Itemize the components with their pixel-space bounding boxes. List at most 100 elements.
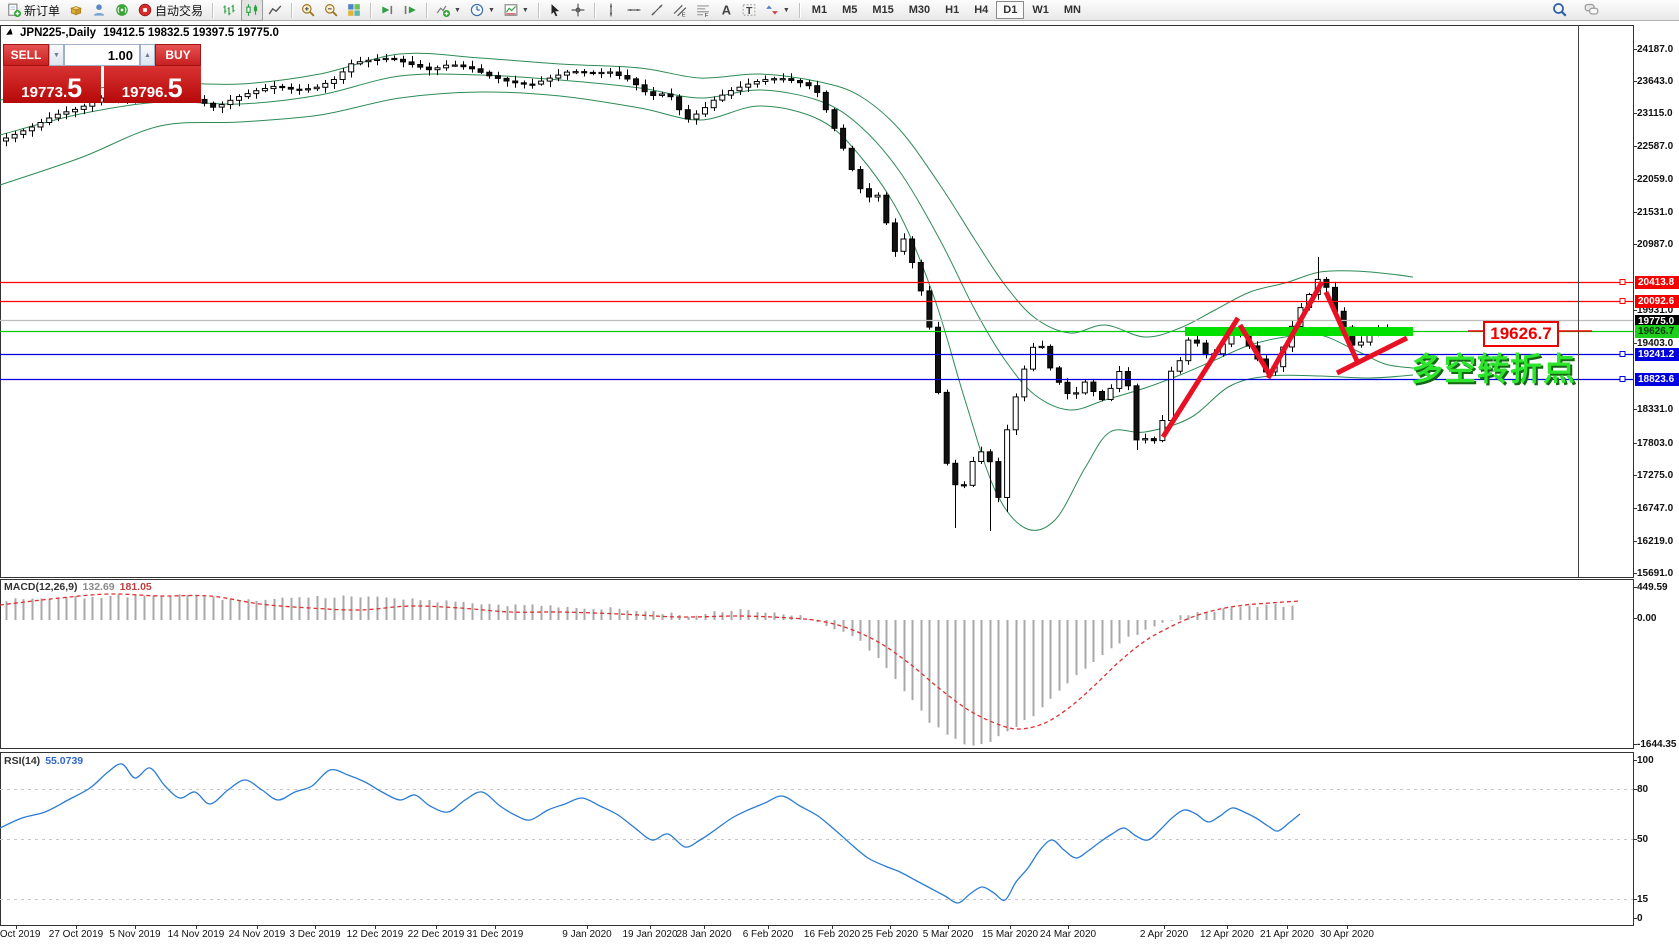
timeframe-h1[interactable]: H1 <box>945 4 960 16</box>
periods-button[interactable]: ▼ <box>466 0 499 21</box>
price-axis-tick: 24187.0 <box>1637 44 1674 55</box>
date-axis-label: 12 Dec 2019 <box>346 929 404 940</box>
macd-axis-tick: -1644.35 <box>1637 739 1677 750</box>
trend-arrow[interactable] <box>1237 323 1274 380</box>
dropdown-arrow-icon[interactable]: ▼ <box>782 6 790 14</box>
sell-price-pip: 5 <box>67 73 83 104</box>
price-axis-tick: 16747.0 <box>1637 503 1674 514</box>
volume-input[interactable]: 1.00 <box>64 44 140 66</box>
rsi-axis-tick: 100 <box>1637 755 1654 766</box>
timeframe-m5[interactable]: M5 <box>842 4 858 16</box>
timeframe-w1[interactable]: W1 <box>1032 4 1049 16</box>
macd-main-value: 132.69 <box>82 581 115 593</box>
main-toolbar: 新订单 自动交易 ▼ ▼ ▼ ▼ M1 M5 M15 M30 H1 H4 D1 W1 MN <box>0 0 1679 21</box>
rsi-indicator-label: RSI(14) 55.0739 <box>4 755 83 767</box>
date-axis-label: 27 Oct 2019 <box>48 929 104 940</box>
line-handle[interactable] <box>1619 376 1626 382</box>
trend-arrow[interactable] <box>1335 335 1410 376</box>
rsi-name: RSI(14) <box>4 755 41 767</box>
support-zone-bar[interactable] <box>1185 327 1413 336</box>
buy-price-panel[interactable]: 19796. 5 <box>103 66 201 103</box>
macd-histogram <box>5 594 1294 746</box>
macd-signal-value: 181.05 <box>119 581 152 593</box>
date-axis-label: 31 Dec 2019 <box>466 929 524 940</box>
price-axis-tick: 23115.0 <box>1637 108 1673 119</box>
price-axis-tick: 17803.0 <box>1637 438 1674 449</box>
price-level-callout[interactable]: 19626.7 <box>1483 321 1559 347</box>
templates-button[interactable]: ▼ <box>500 0 533 21</box>
date-axis-label: 24 Mar 2020 <box>1039 929 1097 940</box>
toolbar-separator <box>798 2 800 18</box>
dropdown-arrow-icon[interactable]: ▼ <box>454 6 461 14</box>
price-level-tag: 19775.0 <box>1635 315 1679 328</box>
symbol-period-label: JPN225-,Daily <box>20 27 97 39</box>
timeframe-m1[interactable]: M1 <box>811 4 828 16</box>
one-click-trading-panel: SELL ▼ 1.00 ▲ BUY 19773. 5 19796. 5 <box>3 44 201 103</box>
date-axis-label: 3 Dec 2019 <box>289 929 341 940</box>
toolbar-separator <box>291 2 293 18</box>
date-axis-label: 9 Jan 2020 <box>562 929 612 940</box>
ohlc-values: 19412.5 19832.5 19397.5 19775.0 <box>103 27 279 39</box>
rsi-line <box>0 763 1301 904</box>
candles <box>3 54 1390 531</box>
toolbar-separator <box>593 2 595 18</box>
trend-arrow[interactable] <box>1160 315 1241 439</box>
indicators-button[interactable]: ▼ <box>432 0 465 21</box>
date-axis-label: 5 Mar 2020 <box>922 929 974 940</box>
symbol-marker-icon <box>6 28 15 38</box>
toolbar-separator <box>426 2 428 18</box>
macd-signal-line <box>0 593 1301 730</box>
line-handle[interactable] <box>1619 279 1626 285</box>
chart-title: JPN225-,Daily 19412.5 19832.5 19397.5 19… <box>6 27 279 39</box>
volume-decrease-button[interactable]: ▼ <box>49 44 64 66</box>
date-axis-label: 19 Jan 2020 <box>622 929 678 940</box>
price-level-tag: 20092.6 <box>1635 295 1679 308</box>
rsi-axis-tick: 15 <box>1637 894 1649 905</box>
timeframe-h4[interactable]: H4 <box>974 4 989 16</box>
price-level-tag: 19626.7 <box>1635 325 1679 338</box>
auto-trading-button[interactable]: 自动交易 <box>134 0 207 21</box>
toolbar-separator <box>370 2 372 18</box>
sell-button[interactable]: SELL <box>3 44 49 66</box>
sell-price-main: 19773. <box>21 84 68 101</box>
date-axis-label: 22 Dec 2019 <box>407 929 465 940</box>
timeframe-d1[interactable]: D1 <box>996 1 1025 19</box>
timeframe-m30[interactable]: M30 <box>908 4 931 16</box>
price-axis-tick: 19403.0 <box>1637 338 1674 349</box>
buy-button[interactable]: BUY <box>155 44 201 66</box>
new-order-button[interactable]: 新订单 <box>3 0 64 21</box>
macd-axis-tick: 0.00 <box>1637 613 1657 624</box>
line-handle[interactable] <box>1619 351 1626 357</box>
trend-arrow[interactable] <box>1323 290 1360 364</box>
line-handle[interactable] <box>1619 298 1626 304</box>
date-axis-label: 21 Apr 2020 <box>1260 929 1314 940</box>
timeframe-mn[interactable]: MN <box>1063 4 1081 16</box>
date-axis-label: 2 Apr 2020 <box>1139 929 1189 940</box>
price-level-tag: 20413.8 <box>1635 276 1679 289</box>
arrows-tool-button[interactable]: ▼ <box>761 0 794 21</box>
turning-point-annotation[interactable]: 多空转折点 <box>1411 351 1577 387</box>
timeframe-m15[interactable]: M15 <box>872 4 894 16</box>
price-axis-tick: 21531.0 <box>1637 207 1674 218</box>
price-axis-tick: 23643.0 <box>1637 76 1674 87</box>
rsi-axis-tick: 50 <box>1637 834 1649 845</box>
dropdown-arrow-icon[interactable]: ▼ <box>487 6 495 14</box>
date-axis-label: 12 Apr 2020 <box>1200 929 1254 940</box>
price-axis-tick: 19931.0 <box>1637 305 1674 316</box>
date-axis-label: 28 Jan 2020 <box>676 929 732 940</box>
sell-price-panel[interactable]: 19773. 5 <box>3 66 101 103</box>
auto-trading-button-label: 自动交易 <box>155 3 204 18</box>
price-level-tag: 18823.6 <box>1635 373 1679 386</box>
price-axis-tick: 22587.0 <box>1637 141 1674 152</box>
date-axis-label: 24 Nov 2019 <box>228 929 286 940</box>
candle-chart-button[interactable] <box>241 0 264 21</box>
volume-increase-button[interactable]: ▲ <box>140 44 155 66</box>
toolbar-separator <box>212 2 214 18</box>
rsi-value: 55.0739 <box>45 755 84 767</box>
trend-arrow[interactable] <box>1265 279 1325 380</box>
dropdown-arrow-icon[interactable]: ▼ <box>521 6 529 14</box>
macd-axis-tick: 449.59 <box>1637 582 1668 593</box>
date-axis-label: 14 Nov 2019 <box>167 929 225 940</box>
